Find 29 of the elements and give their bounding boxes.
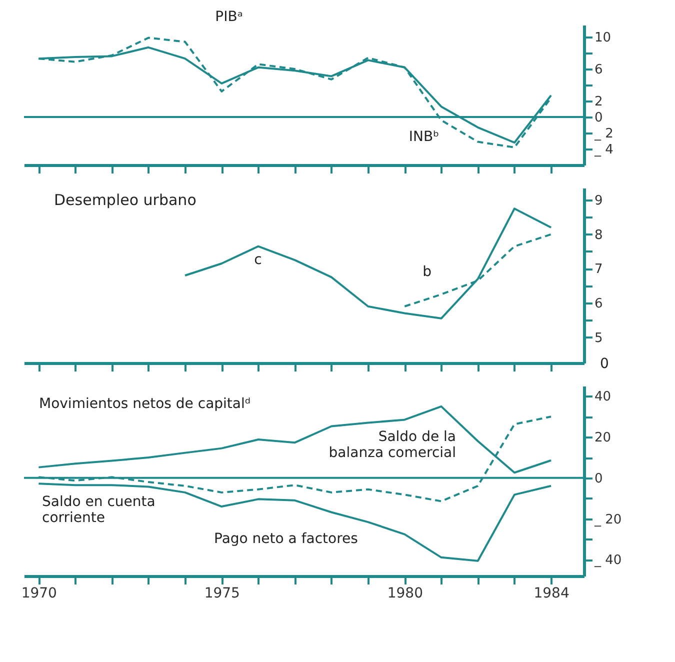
y-tick-label: 2 xyxy=(594,94,603,110)
y-tick-label: 20 xyxy=(594,430,612,446)
x-tick-label: 1975 xyxy=(204,586,240,602)
y-tick-label: 10 xyxy=(594,30,612,46)
text: PIBᵃ xyxy=(215,9,243,25)
y-tick-label: 0 xyxy=(594,471,603,486)
y-tick-label: _ 4 xyxy=(594,142,614,158)
y-tick-label: 7 xyxy=(594,262,603,278)
y-tick-label: 40 xyxy=(594,390,612,405)
y-tick-label: 6 xyxy=(594,62,603,78)
annotation: Saldo en cuenta corriente xyxy=(42,494,156,526)
y-tick-label: 5 xyxy=(594,330,603,346)
annotation: Pago neto a factores xyxy=(214,531,358,547)
y-tick-label: 8 xyxy=(594,228,603,243)
x-tick-label: 1970 xyxy=(21,586,57,602)
annotation: b xyxy=(422,264,432,280)
annotation: Movimientos netos de capitalᵈ xyxy=(39,396,251,412)
y-tick-label: _ 2 xyxy=(594,126,614,142)
y-tick-label: 9 xyxy=(594,194,603,209)
annotation: c xyxy=(254,252,262,268)
annotation: INBᵇ xyxy=(408,129,440,145)
chart-title: Desempleo urbano xyxy=(54,191,196,209)
annotation: Saldo de la balanza comercial xyxy=(328,429,456,461)
y-tick-label: _ 40 xyxy=(594,553,622,568)
y-tick-label: 0 xyxy=(594,110,603,126)
x-tick-label: 1984 xyxy=(534,586,570,602)
y-tick-label: _ 20 xyxy=(594,512,622,528)
y-tick-label: 6 xyxy=(594,296,603,312)
x-tick-label: 1980 xyxy=(387,586,423,602)
